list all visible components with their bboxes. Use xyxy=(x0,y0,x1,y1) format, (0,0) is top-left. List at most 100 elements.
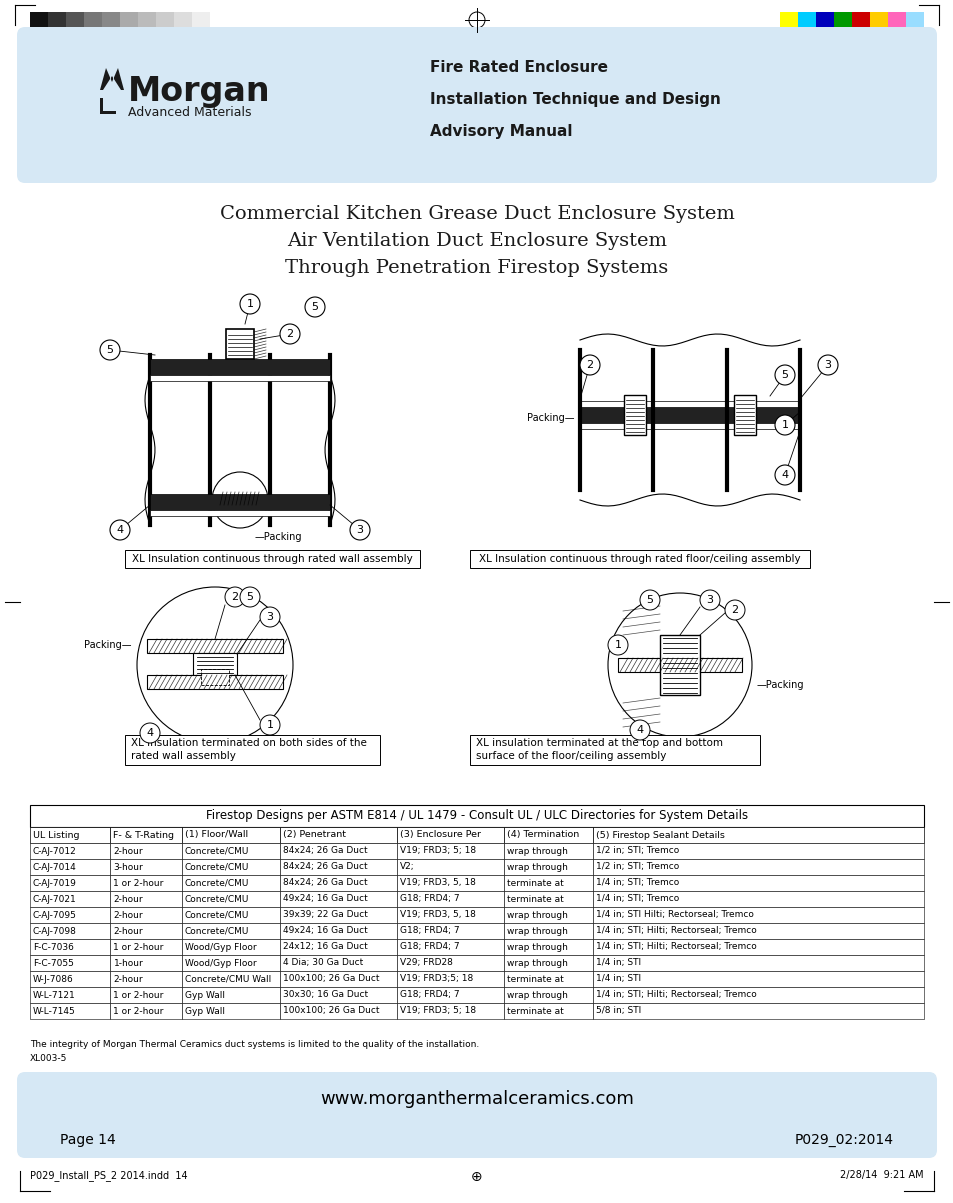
Text: 2: 2 xyxy=(586,360,593,371)
Bar xyxy=(593,1003,923,1019)
Bar xyxy=(150,375,330,381)
Bar xyxy=(102,12,120,28)
Text: 1/4 in; STI; Hilti; Rectorseal; Tremco: 1/4 in; STI; Hilti; Rectorseal; Tremco xyxy=(596,942,756,952)
Text: W-L-7121: W-L-7121 xyxy=(33,990,75,1000)
Text: F-C-7055: F-C-7055 xyxy=(33,959,73,967)
Text: 2-hour: 2-hour xyxy=(113,911,143,919)
Text: 1/4 in; STI; Hilti; Rectorseal; Tremco: 1/4 in; STI; Hilti; Rectorseal; Tremco xyxy=(596,926,756,936)
Text: 2-hour: 2-hour xyxy=(113,847,143,855)
Bar xyxy=(182,1003,280,1019)
Text: (3) Enclosure Per: (3) Enclosure Per xyxy=(399,830,480,840)
Bar xyxy=(593,971,923,986)
Bar xyxy=(659,635,700,695)
Bar xyxy=(869,12,887,28)
Bar xyxy=(396,1003,503,1019)
Bar xyxy=(150,510,330,516)
Bar xyxy=(503,955,593,971)
Text: 1: 1 xyxy=(266,721,274,730)
Text: 4: 4 xyxy=(781,470,788,480)
Bar xyxy=(182,986,280,1003)
Text: Installation Technique and Design: Installation Technique and Design xyxy=(430,91,720,107)
Text: 1/4 in; STI Hilti; Rectorseal; Tremco: 1/4 in; STI Hilti; Rectorseal; Tremco xyxy=(596,911,753,919)
Bar xyxy=(280,971,396,986)
Bar xyxy=(280,891,396,907)
Text: 4: 4 xyxy=(116,525,124,535)
Bar xyxy=(579,340,800,500)
Text: 1: 1 xyxy=(246,300,253,309)
Bar xyxy=(396,875,503,891)
Text: 1/4 in; STI: 1/4 in; STI xyxy=(596,959,640,967)
Circle shape xyxy=(240,587,260,608)
Text: 100x100; 26 Ga Duct: 100x100; 26 Ga Duct xyxy=(283,1007,379,1015)
Text: Concrete/CMU: Concrete/CMU xyxy=(185,911,249,919)
Bar xyxy=(30,986,111,1003)
Text: G18; FRD4; 7: G18; FRD4; 7 xyxy=(399,942,458,952)
Text: Concrete/CMU: Concrete/CMU xyxy=(185,878,249,888)
Bar xyxy=(280,986,396,1003)
Bar xyxy=(84,12,102,28)
Bar xyxy=(111,940,182,955)
Bar xyxy=(111,1003,182,1019)
Bar xyxy=(503,826,593,843)
Text: P029_02:2014: P029_02:2014 xyxy=(794,1133,893,1146)
Bar xyxy=(593,843,923,859)
Bar xyxy=(30,843,111,859)
Bar xyxy=(593,875,923,891)
Bar xyxy=(280,923,396,940)
Bar xyxy=(111,955,182,971)
Bar xyxy=(733,395,755,435)
Bar xyxy=(182,891,280,907)
Text: —Packing: —Packing xyxy=(757,680,803,691)
Bar xyxy=(579,407,800,423)
Text: Gyp Wall: Gyp Wall xyxy=(185,1007,225,1015)
Text: 49x24; 16 Ga Duct: 49x24; 16 Ga Duct xyxy=(283,895,368,903)
Bar xyxy=(125,735,379,765)
Circle shape xyxy=(774,466,794,485)
Bar xyxy=(150,325,330,545)
Text: C-AJ-7012: C-AJ-7012 xyxy=(33,847,76,855)
Bar xyxy=(396,891,503,907)
Text: Morgan: Morgan xyxy=(128,75,271,108)
Bar xyxy=(30,923,111,940)
Polygon shape xyxy=(100,69,124,90)
Text: (5) Firestop Sealant Details: (5) Firestop Sealant Details xyxy=(596,830,724,840)
Bar xyxy=(111,843,182,859)
Text: surface of the floor/ceiling assembly: surface of the floor/ceiling assembly xyxy=(476,751,666,761)
Text: 2: 2 xyxy=(286,328,294,339)
Text: 1: 1 xyxy=(781,420,788,429)
Text: 2-hour: 2-hour xyxy=(113,974,143,984)
Circle shape xyxy=(629,721,649,740)
Bar xyxy=(887,12,905,28)
Bar xyxy=(30,971,111,986)
Bar xyxy=(66,12,84,28)
Bar xyxy=(503,875,593,891)
Bar xyxy=(280,859,396,875)
Bar xyxy=(111,971,182,986)
Bar xyxy=(120,12,138,28)
Bar xyxy=(147,675,283,689)
Text: G18; FRD4; 7: G18; FRD4; 7 xyxy=(399,990,458,1000)
Text: 1/4 in; STI: 1/4 in; STI xyxy=(596,974,640,984)
Circle shape xyxy=(607,593,751,737)
Circle shape xyxy=(724,600,744,620)
Text: Concrete/CMU: Concrete/CMU xyxy=(185,926,249,936)
Text: 2: 2 xyxy=(232,592,238,602)
Bar xyxy=(30,1003,111,1019)
Text: V19; FRD3, 5, 18: V19; FRD3, 5, 18 xyxy=(399,878,475,888)
Circle shape xyxy=(639,589,659,610)
Text: 4 Dia; 30 Ga Duct: 4 Dia; 30 Ga Duct xyxy=(283,959,363,967)
Text: C-AJ-7095: C-AJ-7095 xyxy=(33,911,77,919)
Circle shape xyxy=(607,635,627,654)
Text: 84x24; 26 Ga Duct: 84x24; 26 Ga Duct xyxy=(283,847,368,855)
Text: G18; FRD4; 7: G18; FRD4; 7 xyxy=(399,926,458,936)
Text: 1/2 in; STI; Tremco: 1/2 in; STI; Tremco xyxy=(596,847,679,855)
Bar xyxy=(280,940,396,955)
Text: The integrity of Morgan Thermal Ceramics duct systems is limited to the quality : The integrity of Morgan Thermal Ceramics… xyxy=(30,1041,478,1049)
Bar xyxy=(396,907,503,923)
Text: V19; FRD3; 5; 18: V19; FRD3; 5; 18 xyxy=(399,1007,476,1015)
Circle shape xyxy=(579,355,599,375)
Text: XL insulation terminated at the top and bottom: XL insulation terminated at the top and … xyxy=(476,737,722,748)
Text: 24x12; 16 Ga Duct: 24x12; 16 Ga Duct xyxy=(283,942,368,952)
FancyBboxPatch shape xyxy=(17,1072,936,1158)
Text: W-J-7086: W-J-7086 xyxy=(33,974,73,984)
